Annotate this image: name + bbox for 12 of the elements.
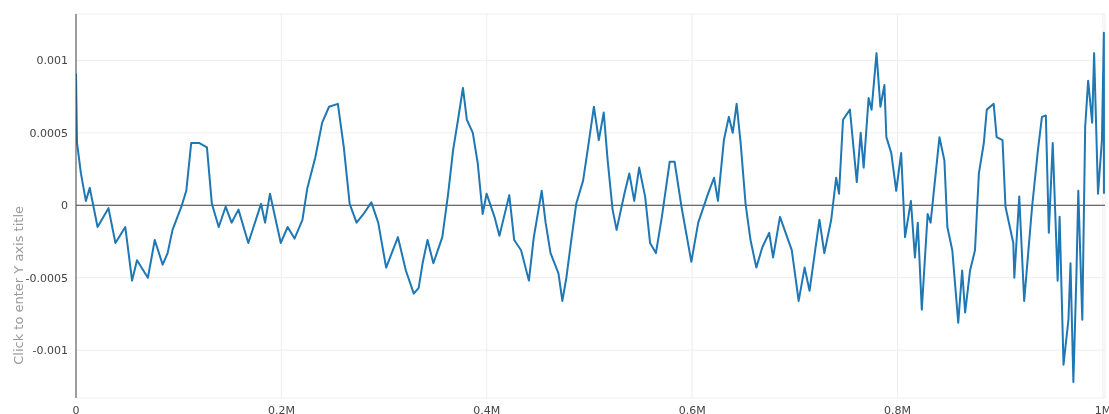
line-series — [76, 31, 1105, 384]
y-axis-title: Click to enter Y axis title — [10, 206, 26, 365]
y-tick-label: -0.001 — [32, 344, 68, 358]
y-tick-label: -0.0005 — [25, 271, 68, 285]
x-tick-label: 0.2M — [267, 403, 295, 414]
x-tick-label: 0.6M — [678, 403, 706, 414]
y-tick-label: 0.001 — [36, 54, 68, 68]
x-tick-label: 0.4M — [473, 403, 501, 414]
x-tick-label: 0.8M — [884, 403, 912, 414]
y-tick-label: 0.0005 — [29, 126, 68, 140]
x-tick-label: 0 — [72, 403, 80, 414]
y-tick-label: 0 — [61, 199, 68, 213]
